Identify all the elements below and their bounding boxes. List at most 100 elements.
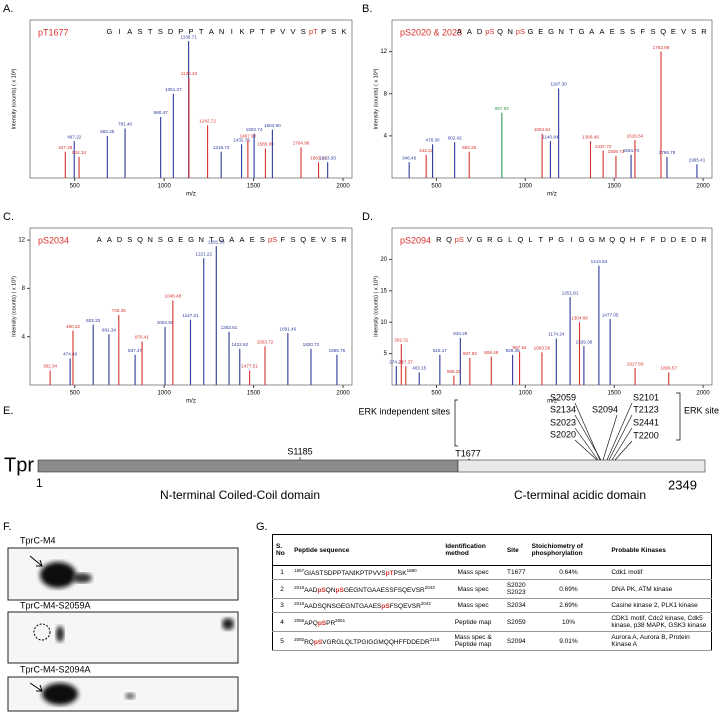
peak-label: 1863.13 (310, 155, 327, 160)
peptide-part: pS (317, 619, 327, 627)
residue-start: 2056 (294, 617, 305, 623)
peak-label: 691.34 (102, 327, 116, 332)
y-axis-label: Intensity (counts) ( x 10³) (11, 68, 17, 129)
y-axis-label: Intensity (counts) ( x 10³) (373, 276, 379, 337)
residue: R (341, 235, 347, 244)
panel-letter: B. (362, 3, 372, 15)
residue: V (290, 27, 295, 36)
residue: P (178, 27, 183, 36)
peak-label: 1965.41 (689, 158, 706, 163)
residue: G (106, 27, 112, 36)
table-header: S. No Peptide sequence Identification meth… (272, 534, 712, 566)
gel-label: TprC-M4 (20, 535, 56, 545)
panel-letter: D. (362, 211, 373, 223)
residue: Q (619, 235, 625, 244)
peak-label: 1691.46 (280, 326, 297, 331)
x-axis-label: m/z (547, 399, 557, 405)
residue: N (507, 27, 512, 36)
peak-label: 1051.27 (165, 87, 182, 92)
panel-letter: C. (3, 211, 14, 223)
residue: E (250, 235, 255, 244)
spectrum-tag: pS2094 (400, 235, 431, 245)
peak-label: 1502.74 (246, 127, 263, 132)
y-axis-label: Intensity (counts) ( x 10³) (373, 68, 379, 129)
residue: G (579, 27, 585, 36)
bracket-label: ERK sites (684, 405, 719, 415)
residue: K (341, 27, 346, 36)
table-cell: 10% (528, 612, 609, 633)
peak-label: 1764.96 (293, 141, 310, 146)
peak-label: 1913.93 (319, 155, 336, 160)
site-pointer (608, 414, 633, 461)
table-cell: Peptide map (442, 612, 504, 633)
residue: R (436, 235, 442, 244)
peak-label: 1616.54 (627, 133, 644, 138)
peak-label: 1509.73 (608, 149, 625, 154)
table-cell: 0.64% (528, 565, 609, 581)
residue: R (487, 235, 493, 244)
peptide-part: PSK (393, 570, 407, 578)
site-label: T2200 (633, 430, 659, 440)
site-label: T1677 (455, 448, 481, 458)
peak-label: 478.30 (426, 138, 440, 143)
residue: S (691, 27, 696, 36)
residue: R (701, 27, 707, 36)
peak-label: 1796.78 (659, 150, 676, 155)
residue: S (260, 235, 265, 244)
peptide-part: QN (325, 586, 336, 594)
table-cell: 2092RQpSVGRGLQLTPGIGGMQQHFFDDEDR2118 (291, 631, 443, 652)
column-header: Peptide sequence (291, 534, 443, 566)
peak-label: 1617.50 (627, 361, 644, 366)
residue: V (681, 27, 686, 36)
peak-label: 1138.43 (181, 71, 198, 76)
residue: S (158, 235, 163, 244)
table-cell: S2034 (503, 598, 529, 614)
peak-label: 684.26 (462, 145, 476, 150)
residue: E (311, 235, 316, 244)
end-residue: 2349 (668, 477, 697, 492)
gel-label: TprC-M4-S2094A (20, 664, 91, 674)
residue-end: 1680 (406, 568, 417, 573)
x-axis-label: m/z (547, 192, 557, 198)
residue: V (467, 235, 472, 244)
residue: pS (268, 235, 277, 244)
residue: G (168, 235, 174, 244)
table-cell: 2.69% (528, 598, 609, 614)
residue: T (148, 27, 153, 36)
x-tick-label: 500 (70, 391, 81, 397)
table-cell: Casine kinase 2, PLK1 kinase (608, 598, 712, 614)
peak-label: 362.34 (43, 364, 57, 369)
residue: A (127, 27, 132, 36)
x-tick-label: 2000 (696, 391, 710, 397)
residue: Q (446, 235, 452, 244)
arrow (29, 555, 43, 567)
x-tick-label: 500 (431, 391, 442, 397)
peak-label: 302.31 (394, 337, 408, 342)
x-tick-label: 1000 (519, 391, 533, 397)
residue: P (250, 27, 255, 36)
peak-label: 781.40 (118, 122, 132, 127)
y-tick-label: 4 (22, 334, 26, 340)
residue: G (528, 27, 534, 36)
gel-spot (72, 573, 92, 583)
residue: F (641, 235, 646, 244)
residue: F (651, 235, 656, 244)
peak-label: 1477.51 (241, 364, 258, 369)
site-label: S2094 (592, 404, 618, 414)
site-label: S2101 (633, 392, 659, 402)
peak-label: 1366.48 (582, 134, 599, 139)
residue: I (570, 235, 572, 244)
peptide-part: APQ (304, 619, 318, 627)
residue: P (548, 235, 553, 244)
residue: E (610, 27, 615, 36)
x-tick-label: 1000 (157, 391, 171, 397)
residue: K (239, 27, 244, 36)
residue: A (97, 235, 102, 244)
residue-end: 2118 (429, 636, 440, 642)
residue-start: 2016 (294, 601, 305, 607)
bracket (676, 392, 681, 441)
peptide-part: VGRGLQLTPGIGGMQQHFFDDEDR (322, 638, 430, 646)
residue: T (260, 27, 265, 36)
table-cell: 0.69% (528, 579, 609, 600)
table-row: 3 2016AADSQNSGEGNTGAAESpSFSQEVSR2043 Mass … (272, 598, 712, 614)
